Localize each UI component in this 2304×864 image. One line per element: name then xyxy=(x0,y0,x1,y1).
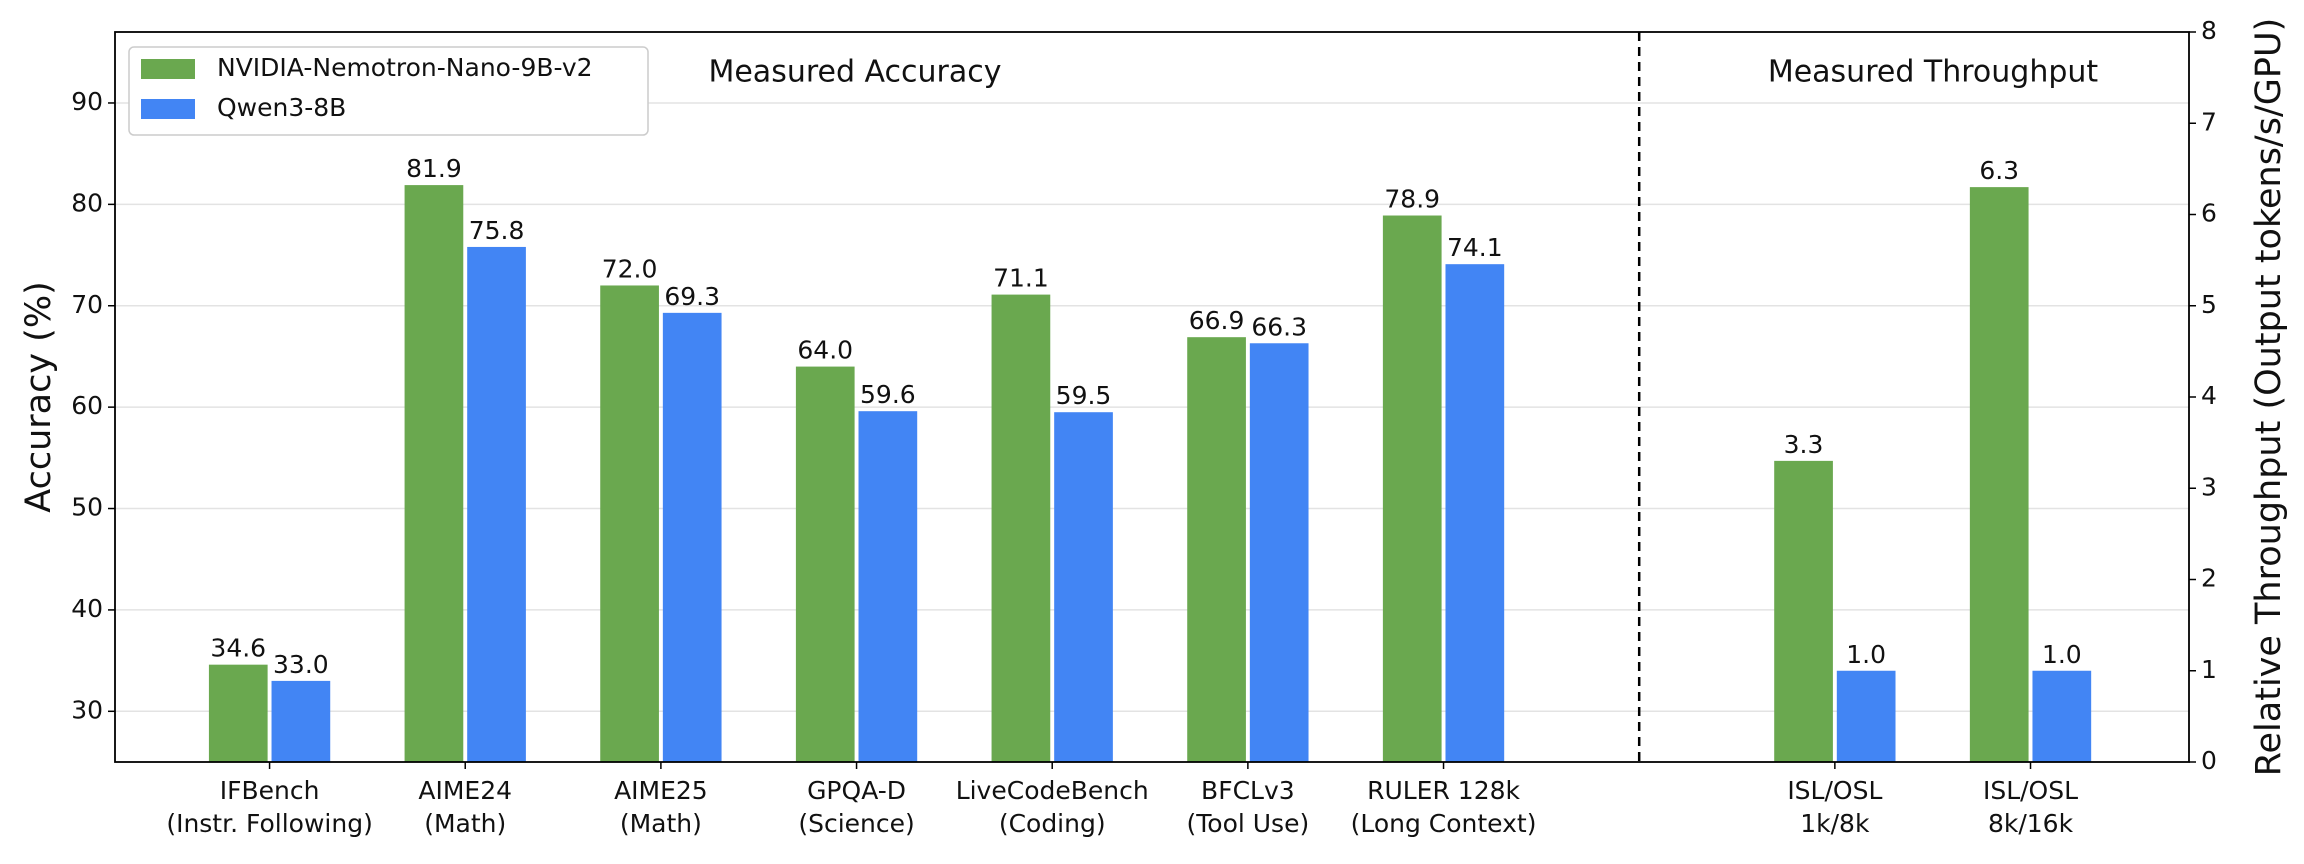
x-tick-label: RULER 128k (Long Context) xyxy=(1351,776,1537,838)
x-tick-label: AIME24 (Math) xyxy=(418,776,512,838)
bar xyxy=(208,664,268,762)
y2-tick-label: 7 xyxy=(2201,107,2217,136)
bar xyxy=(2032,670,2092,762)
bar xyxy=(1445,264,1505,762)
bar xyxy=(271,680,331,762)
value-label: 1.0 xyxy=(2042,640,2082,669)
section-title: Measured Throughput xyxy=(1768,55,2099,90)
bar xyxy=(858,411,918,762)
y-tick-label: 50 xyxy=(71,493,103,522)
y-tick-label: 90 xyxy=(71,87,103,116)
bar xyxy=(1382,215,1442,762)
value-label: 59.6 xyxy=(860,380,916,409)
x-tick-label-line: AIME24 xyxy=(418,776,512,805)
value-label: 78.9 xyxy=(1384,185,1440,214)
x-tick-label-line: (Coding) xyxy=(999,809,1106,838)
bar xyxy=(600,285,659,762)
x-tick-label-line: LiveCodeBench xyxy=(956,776,1149,805)
y2-tick-label: 2 xyxy=(2201,564,2217,593)
x-tick-label-line: (Science) xyxy=(798,809,914,838)
y2-tick-label: 1 xyxy=(2201,655,2217,684)
bar xyxy=(1054,412,1113,762)
x-tick-label-line: BFCLv3 xyxy=(1201,776,1295,805)
bar xyxy=(1969,187,2029,762)
value-label: 66.9 xyxy=(1189,306,1245,335)
value-label: 75.8 xyxy=(469,216,525,245)
value-label: 34.6 xyxy=(210,634,266,663)
value-label: 72.0 xyxy=(602,254,658,283)
bar xyxy=(1836,670,1896,762)
y2-tick-label: 5 xyxy=(2201,290,2217,319)
x-tick-label-line: ISL/OSL xyxy=(1983,776,2078,805)
y2-axis-label: Relative Throughput (Output tokens/s/GPU… xyxy=(2249,18,2289,776)
y-tick-label: 40 xyxy=(71,594,103,623)
y2-tick-label: 4 xyxy=(2201,381,2217,410)
legend-swatch xyxy=(141,59,195,79)
y2-tick-label: 0 xyxy=(2201,746,2217,775)
x-tick-label: AIME25 (Math) xyxy=(614,776,708,838)
y2-tick-label: 6 xyxy=(2201,199,2217,228)
x-tick-label-line: (Tool Use) xyxy=(1187,809,1310,838)
y-tick-label: 60 xyxy=(71,391,103,420)
value-label: 69.3 xyxy=(664,282,720,311)
legend-label: Qwen3-8B xyxy=(217,93,346,122)
value-label: 59.5 xyxy=(1056,381,1112,410)
x-tick-label-line: IFBench xyxy=(220,776,320,805)
bar xyxy=(467,246,526,762)
y-tick-label: 70 xyxy=(71,290,103,319)
y2-tick-label: 3 xyxy=(2201,472,2217,501)
x-tick-label-line: RULER 128k xyxy=(1367,776,1520,805)
value-label: 1.0 xyxy=(1846,640,1886,669)
bar xyxy=(404,185,464,762)
y-tick-label: 30 xyxy=(71,695,103,724)
value-label: 3.3 xyxy=(1784,430,1824,459)
bar xyxy=(1774,460,1833,762)
plot-frame xyxy=(114,31,2190,763)
bar xyxy=(662,312,722,762)
y2-tick-label: 8 xyxy=(2201,16,2217,45)
legend-label: NVIDIA-Nemotron-Nano-9B-v2 xyxy=(217,53,593,82)
x-tick-label: ISL/OSL 1k/8k xyxy=(1787,776,1882,838)
section-title: Measured Accuracy xyxy=(708,55,1001,90)
value-label: 71.1 xyxy=(993,264,1049,293)
x-tick-label: GPQA-D (Science) xyxy=(798,776,914,838)
bar xyxy=(1187,337,1246,762)
x-tick-label-line: ISL/OSL xyxy=(1787,776,1882,805)
value-label: 6.3 xyxy=(1979,156,2019,185)
x-tick-label: BFCLv3 (Tool Use) xyxy=(1187,776,1310,838)
x-tick-label: ISL/OSL 8k/16k xyxy=(1983,776,2078,838)
y-axis-label: Accuracy (%) xyxy=(19,281,59,512)
bar xyxy=(1249,343,1309,762)
bar xyxy=(991,294,1051,762)
x-tick-label-line: (Math) xyxy=(620,809,702,838)
y-tick-label: 80 xyxy=(71,188,103,217)
x-tick-label-line: (Instr. Following) xyxy=(166,809,373,838)
legend-box xyxy=(128,46,649,136)
x-tick-label: IFBench (Instr. Following) xyxy=(166,776,373,838)
x-tick-label-line: 8k/16k xyxy=(1988,809,2074,838)
value-label: 64.0 xyxy=(797,336,853,365)
value-label: 81.9 xyxy=(406,154,462,183)
bar xyxy=(795,366,855,762)
x-tick-label-line: 1k/8k xyxy=(1800,809,1870,838)
value-label: 33.0 xyxy=(273,650,329,679)
x-tick-label: LiveCodeBench (Coding) xyxy=(956,776,1149,838)
x-tick-label-line: (Long Context) xyxy=(1351,809,1537,838)
x-tick-label-line: AIME25 xyxy=(614,776,708,805)
legend-swatch xyxy=(141,99,195,119)
x-tick-label-line: (Math) xyxy=(424,809,506,838)
value-label: 66.3 xyxy=(1251,312,1307,341)
value-label: 74.1 xyxy=(1447,233,1503,262)
x-tick-label-line: GPQA-D xyxy=(807,776,906,805)
